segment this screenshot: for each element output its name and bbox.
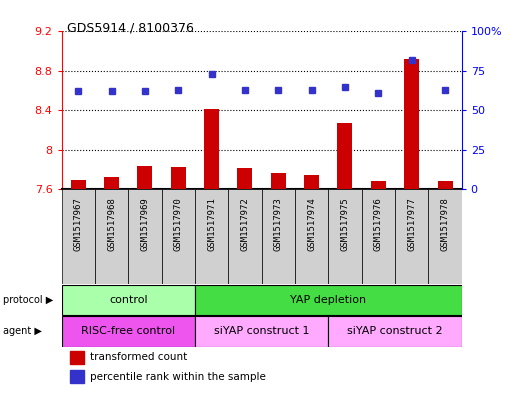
FancyBboxPatch shape bbox=[295, 189, 328, 284]
FancyBboxPatch shape bbox=[195, 189, 228, 284]
Bar bbox=[304, 174, 319, 189]
Bar bbox=[271, 173, 286, 189]
Text: GSM1517968: GSM1517968 bbox=[107, 197, 116, 251]
FancyBboxPatch shape bbox=[195, 285, 462, 315]
FancyBboxPatch shape bbox=[328, 316, 462, 347]
Text: GSM1517976: GSM1517976 bbox=[374, 197, 383, 251]
Bar bbox=[70, 370, 84, 383]
Text: protocol ▶: protocol ▶ bbox=[3, 295, 53, 305]
Bar bbox=[137, 166, 152, 189]
FancyBboxPatch shape bbox=[228, 189, 262, 284]
Text: control: control bbox=[109, 295, 148, 305]
FancyBboxPatch shape bbox=[328, 189, 362, 284]
Text: GSM1517970: GSM1517970 bbox=[174, 197, 183, 251]
Bar bbox=[171, 167, 186, 189]
Bar bbox=[438, 182, 452, 189]
Text: YAP depletion: YAP depletion bbox=[290, 295, 366, 305]
FancyBboxPatch shape bbox=[195, 316, 328, 347]
Bar bbox=[371, 182, 386, 189]
Text: GSM1517971: GSM1517971 bbox=[207, 197, 216, 251]
FancyBboxPatch shape bbox=[62, 285, 195, 315]
Bar bbox=[104, 178, 119, 189]
Text: siYAP construct 1: siYAP construct 1 bbox=[214, 327, 309, 336]
Text: GSM1517977: GSM1517977 bbox=[407, 197, 416, 251]
Text: GSM1517967: GSM1517967 bbox=[74, 197, 83, 251]
FancyBboxPatch shape bbox=[395, 189, 428, 284]
Bar bbox=[238, 168, 252, 189]
Text: GSM1517975: GSM1517975 bbox=[341, 197, 349, 251]
Text: agent ▶: agent ▶ bbox=[3, 327, 42, 336]
Text: GSM1517978: GSM1517978 bbox=[441, 197, 449, 251]
FancyBboxPatch shape bbox=[62, 316, 195, 347]
FancyBboxPatch shape bbox=[162, 189, 195, 284]
Bar bbox=[71, 180, 86, 189]
FancyBboxPatch shape bbox=[428, 189, 462, 284]
Text: percentile rank within the sample: percentile rank within the sample bbox=[90, 372, 265, 382]
Bar bbox=[338, 123, 352, 189]
FancyBboxPatch shape bbox=[62, 189, 95, 284]
Text: transformed count: transformed count bbox=[90, 353, 187, 362]
Bar bbox=[204, 109, 219, 189]
Bar bbox=[404, 59, 419, 189]
Bar bbox=[70, 351, 84, 364]
Text: GSM1517972: GSM1517972 bbox=[241, 197, 249, 251]
Text: RISC-free control: RISC-free control bbox=[81, 327, 175, 336]
FancyBboxPatch shape bbox=[128, 189, 162, 284]
FancyBboxPatch shape bbox=[95, 189, 128, 284]
Text: GDS5914 / 8100376: GDS5914 / 8100376 bbox=[67, 22, 193, 35]
Text: siYAP construct 2: siYAP construct 2 bbox=[347, 327, 443, 336]
FancyBboxPatch shape bbox=[262, 189, 295, 284]
FancyBboxPatch shape bbox=[362, 189, 395, 284]
Text: GSM1517974: GSM1517974 bbox=[307, 197, 316, 251]
Text: GSM1517969: GSM1517969 bbox=[141, 197, 149, 251]
Text: GSM1517973: GSM1517973 bbox=[274, 197, 283, 251]
